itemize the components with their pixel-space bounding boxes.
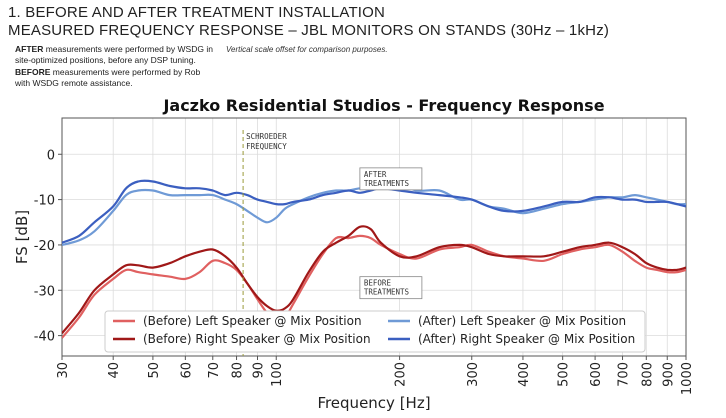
series-line-1 [62,225,686,334]
before-note: BEFORE measurements were performed by Ro… [15,67,200,89]
x-tick-label: 60 [179,362,194,379]
annotation-label: AFTER [364,170,387,179]
y-tick-label: -20 [34,239,55,254]
x-tick-label: 30 [56,362,71,379]
x-tick-label: 70 [207,362,222,379]
annotation-label: BEFORE [364,279,392,288]
annotation-box [359,167,423,191]
y-tick-label: -40 [34,330,55,345]
x-tick-label: 200 [394,362,409,387]
plot-frame [61,117,687,357]
header-title: 1. BEFORE AND AFTER TREATMENT INSTALLATI… [8,4,386,21]
legend-label: (Before) Left Speaker @ Mix Position [143,314,362,328]
legend-label: (Before) Right Speaker @ Mix Position [143,332,371,346]
annotation-box [359,276,423,300]
chart-title: Jaczko Residential Studios - Frequency R… [162,96,604,115]
x-tick-label: 90 [252,362,267,379]
x-tick-label: 50 [147,362,162,379]
x-tick-label: 900 [661,362,676,387]
y-tick-label: -10 [34,194,55,209]
annotation-label: TREATMENTS [364,288,410,297]
series-line-3 [62,179,686,244]
x-tick-label: 40 [107,362,122,379]
series-line-2 [62,182,686,246]
after-note-text-1: measurements were performed by WSDG in [43,44,213,54]
offset-note: Vertical scale offset for comparison pur… [226,45,388,54]
legend-box [104,310,646,353]
schroeder-label: SCHROEDER [246,132,287,141]
y-axis-label: FS [dB] [13,210,31,264]
annotation-label: TREATMENTS [364,179,410,188]
x-tick-label: 100 [270,362,285,387]
x-tick-label: 700 [617,362,632,387]
x-tick-label: 80 [231,362,246,379]
schroeder-label: FREQUENCY [246,142,287,151]
y-tick-label: 0 [47,148,55,163]
x-axis-label: Frequency [Hz] [317,394,430,412]
before-note-label: BEFORE [15,67,51,77]
series-line-0 [62,234,686,339]
x-tick-label: 500 [557,362,572,387]
before-note-text-1: measurements were performed by Rob [50,67,201,77]
y-tick-label: -30 [34,284,55,299]
after-note-text-2: site-optimized positions, before any DSP… [15,55,196,65]
x-tick-label: 800 [640,362,655,387]
after-note: AFTER measurements were performed by WSD… [15,44,213,66]
after-note-label: AFTER [15,44,44,54]
legend-label: (After) Right Speaker @ Mix Position [418,332,635,346]
legend-label: (After) Left Speaker @ Mix Position [418,314,626,328]
x-tick-label: 1000 [680,362,695,395]
header-subtitle: MEASURED FREQUENCY RESPONSE – JBL MONITO… [8,22,610,39]
before-note-text-2: with WSDG remote assistance. [15,78,133,88]
x-tick-label: 400 [517,362,532,387]
x-tick-label: 300 [466,362,481,387]
x-tick-label: 600 [589,362,604,387]
